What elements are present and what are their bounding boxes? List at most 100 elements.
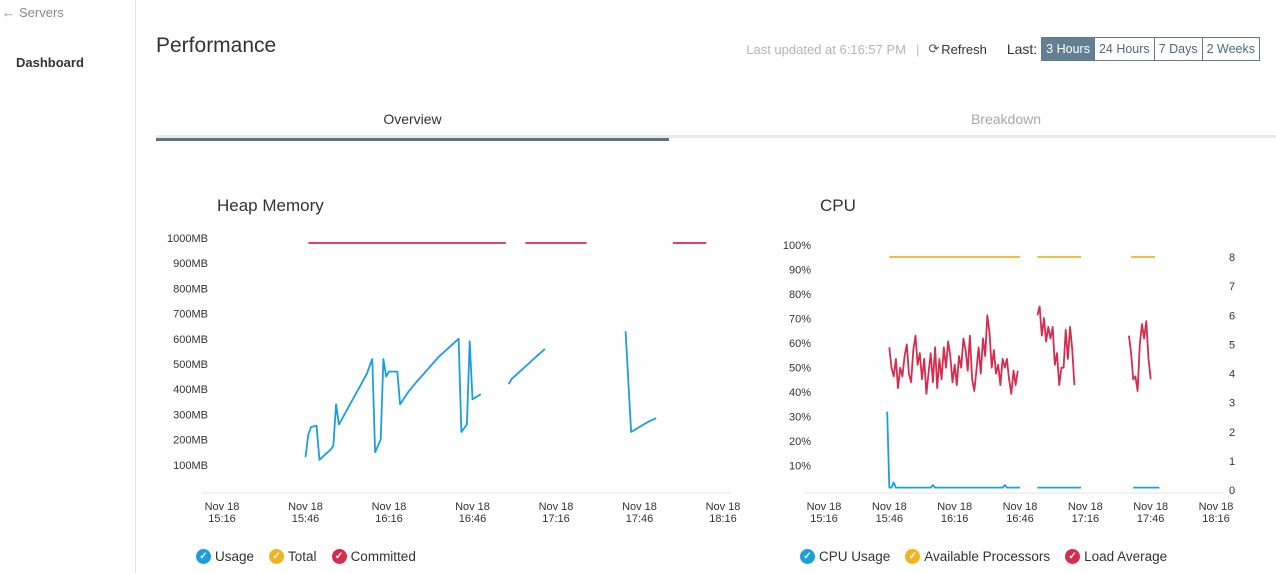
- y-tick-label: 600MB: [173, 334, 208, 346]
- range-button-3-hours[interactable]: 3 Hours: [1042, 38, 1094, 60]
- y-tick-label: 80%: [789, 289, 811, 301]
- x-tick-label: 15:16: [208, 513, 236, 525]
- check-icon: ✓: [196, 549, 211, 564]
- range-button-7-days[interactable]: 7 Days: [1153, 38, 1202, 60]
- cpu-chart: 100% 90% 80% 70% 60% 50% 40% 30% 20% 10% 8 7 6 5 4 3 2 1 0…: [783, 240, 1235, 525]
- series-line-usage: [624, 331, 657, 433]
- y-tick-label: 200MB: [173, 435, 208, 447]
- x-tick-label: Nov 18: [937, 501, 972, 513]
- legend-label-committed: Committed: [350, 549, 416, 564]
- y-tick-label: 30%: [789, 412, 811, 424]
- y-tick-label-right: 8: [1229, 252, 1235, 264]
- y-tick-label: 70%: [789, 314, 811, 326]
- x-tick-label: 16:46: [459, 513, 487, 525]
- check-icon: ✓: [269, 549, 285, 564]
- cpu-legend: ✓ CPU Usage ✓ Available Processors ✓ Loa…: [800, 549, 1167, 564]
- legend-item-cpu-usage[interactable]: ✓ CPU Usage: [800, 549, 890, 564]
- refresh-label: Refresh: [941, 41, 987, 57]
- series-line-load-average: [1128, 320, 1152, 392]
- x-tick-label: Nov 18: [622, 501, 657, 513]
- toolbar: Last updated at 6:16:57 PM | ⟳ Refresh L…: [746, 37, 1260, 61]
- series-line-load-average: [888, 314, 1019, 395]
- sidebar-item-dashboard[interactable]: Dashboard: [16, 55, 84, 70]
- legend-item-available-processors[interactable]: ✓ Available Processors: [905, 549, 1050, 564]
- y-tick-label: 500MB: [173, 359, 208, 371]
- legend-item-usage[interactable]: ✓ Usage: [196, 549, 254, 564]
- y-tick-label-right: 6: [1229, 310, 1235, 322]
- check-icon: ✓: [800, 549, 815, 564]
- legend-label-cpu-usage: CPU Usage: [819, 549, 891, 564]
- heap-memory-chart: 1000MB 900MB 800MB 700MB 600MB 500MB 400MB 300M…: [167, 233, 741, 525]
- range-button-2-weeks[interactable]: 2 Weeks: [1201, 38, 1259, 60]
- check-icon: ✓: [1065, 549, 1081, 564]
- y-tick-label: 1000MB: [167, 233, 208, 245]
- x-tick-label: 15:16: [810, 513, 838, 525]
- x-tick-label: Nov 18: [1003, 501, 1038, 513]
- x-tick-label: 16:16: [375, 513, 403, 525]
- back-link-label: Servers: [19, 5, 64, 20]
- series-line-usage: [507, 348, 546, 385]
- series-line-load-average: [1036, 305, 1076, 387]
- legend-item-total[interactable]: ✓ Total: [269, 549, 317, 564]
- legend-label-available-processors: Available Processors: [924, 549, 1051, 564]
- range-button-24-hours[interactable]: 24 Hours: [1093, 38, 1154, 60]
- y-tick-label: 700MB: [173, 309, 208, 321]
- x-tick-label: 17:46: [626, 513, 654, 525]
- refresh-icon: ⟳: [928, 41, 940, 56]
- series-line-cpu-usage: [886, 411, 1020, 489]
- legend-item-load-average[interactable]: ✓ Load Average: [1065, 549, 1167, 564]
- check-icon: ✓: [331, 549, 347, 564]
- heap-memory-legend: ✓ Usage ✓ Total ✓ Committed: [196, 549, 416, 564]
- cpu-chart-title: CPU: [820, 196, 856, 215]
- y-tick-label: 900MB: [173, 258, 208, 270]
- y-tick-label: 100MB: [173, 460, 208, 472]
- x-tick-label: Nov 18: [1068, 501, 1103, 513]
- y-tick-label: 40%: [789, 387, 811, 399]
- y-tick-label-right: 2: [1229, 427, 1235, 439]
- legend-label-load-average: Load Average: [1084, 549, 1168, 564]
- back-to-servers-link[interactable]: ← Servers: [2, 5, 64, 20]
- heap-memory-chart-title: Heap Memory: [217, 196, 324, 215]
- x-tick-label: Nov 18: [807, 501, 842, 513]
- y-tick-label-right: 4: [1229, 369, 1235, 381]
- x-tick-label: Nov 18: [205, 501, 240, 513]
- tab-overview[interactable]: Overview: [156, 111, 669, 141]
- y-tick-label-right: 3: [1229, 398, 1235, 410]
- x-tick-label: Nov 18: [372, 501, 407, 513]
- x-tick-label: Nov 18: [539, 501, 574, 513]
- x-tick-label: 15:46: [292, 513, 320, 525]
- x-tick-label: 17:16: [1072, 513, 1100, 525]
- x-tick-label: 17:46: [1137, 513, 1165, 525]
- x-tick-label: 16:16: [941, 513, 969, 525]
- last-updated-text: Last updated at 6:16:57 PM: [746, 41, 906, 57]
- x-tick-label: Nov 18: [872, 501, 907, 513]
- legend-item-committed[interactable]: ✓ Committed: [331, 549, 416, 564]
- page-title: Performance: [156, 34, 277, 57]
- y-tick-label-right: 0: [1229, 485, 1235, 497]
- tab-bar: Overview Breakdown: [156, 108, 1276, 141]
- y-tick-label-right: 7: [1229, 281, 1235, 293]
- time-range-selector: 3 Hours 24 Hours 7 Days 2 Weeks: [1041, 37, 1260, 61]
- x-tick-label: Nov 18: [455, 501, 490, 513]
- x-tick-label: 16:46: [1006, 513, 1034, 525]
- tab-breakdown[interactable]: Breakdown: [970, 111, 1042, 127]
- y-tick-label-right: 5: [1229, 339, 1235, 351]
- x-tick-label: 17:16: [542, 513, 570, 525]
- refresh-button[interactable]: ⟳ Refresh: [928, 41, 986, 57]
- arrow-left-icon: ←: [2, 5, 15, 20]
- y-tick-label: 50%: [789, 363, 811, 375]
- y-tick-label: 90%: [789, 265, 811, 277]
- y-tick-label: 20%: [789, 436, 811, 448]
- legend-label-total: Total: [288, 549, 317, 564]
- toolbar-separator: |: [915, 41, 920, 57]
- legend-label-usage: Usage: [215, 549, 255, 564]
- x-tick-label: Nov 18: [706, 501, 741, 513]
- x-tick-label: 18:16: [1202, 513, 1230, 525]
- series-line-usage: [304, 337, 482, 461]
- check-icon: ✓: [905, 549, 921, 564]
- x-tick-label: Nov 18: [1133, 501, 1168, 513]
- x-tick-label: 15:46: [876, 513, 904, 525]
- y-tick-label: 60%: [789, 338, 811, 350]
- y-tick-label-right: 1: [1229, 456, 1235, 468]
- x-tick-label: Nov 18: [288, 501, 323, 513]
